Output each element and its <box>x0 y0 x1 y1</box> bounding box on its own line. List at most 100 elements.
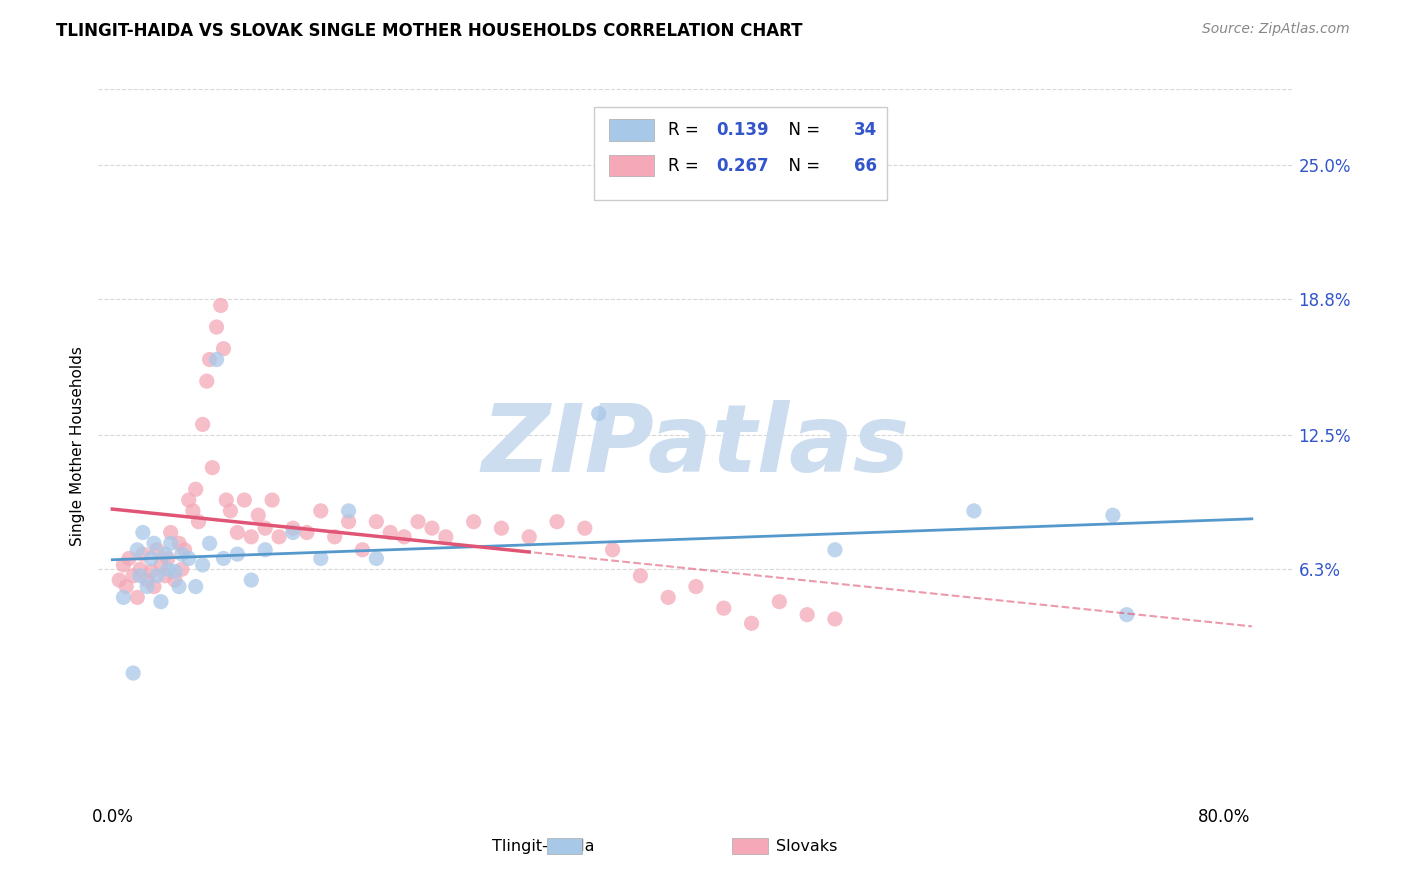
Point <box>295 525 318 540</box>
Point <box>212 551 235 566</box>
Point <box>132 547 155 561</box>
Point <box>122 666 145 681</box>
Point <box>824 542 846 557</box>
Point <box>233 493 256 508</box>
Point <box>129 568 152 582</box>
Point <box>177 551 200 566</box>
Point <box>136 573 159 587</box>
Point <box>146 542 169 557</box>
Point <box>129 562 152 576</box>
Point <box>215 493 238 508</box>
Text: Source: ZipAtlas.com: Source: ZipAtlas.com <box>1202 22 1350 37</box>
Bar <box>733 838 768 855</box>
Point <box>685 580 707 594</box>
Point <box>517 530 540 544</box>
Point <box>205 320 228 334</box>
Point <box>108 573 131 587</box>
Point <box>240 530 263 544</box>
Point <box>127 542 149 557</box>
Point <box>156 562 179 576</box>
Point <box>198 536 221 550</box>
Point <box>153 568 176 582</box>
Point <box>159 525 181 540</box>
Point <box>127 591 149 605</box>
Point <box>824 612 846 626</box>
Point <box>141 565 163 579</box>
Point <box>588 407 610 421</box>
Point <box>366 515 388 529</box>
Text: 34: 34 <box>853 121 877 139</box>
Point <box>406 515 429 529</box>
Text: ZIPatlas: ZIPatlas <box>482 400 910 492</box>
Point <box>352 542 374 557</box>
Point <box>170 562 193 576</box>
Bar <box>609 120 654 141</box>
Point <box>149 558 172 572</box>
Text: R =: R = <box>668 157 704 175</box>
Point <box>122 568 145 582</box>
Point <box>149 595 172 609</box>
Point <box>163 573 186 587</box>
Point <box>309 504 332 518</box>
Point <box>156 551 179 566</box>
Point <box>574 521 596 535</box>
Point <box>132 525 155 540</box>
Point <box>741 616 763 631</box>
Point <box>191 417 214 432</box>
Text: N =: N = <box>779 121 825 139</box>
Text: 0.139: 0.139 <box>716 121 769 139</box>
Point <box>153 547 176 561</box>
Point <box>657 591 679 605</box>
Point <box>141 551 163 566</box>
Point <box>254 521 277 535</box>
Text: TLINGIT-HAIDA VS SLOVAK SINGLE MOTHER HOUSEHOLDS CORRELATION CHART: TLINGIT-HAIDA VS SLOVAK SINGLE MOTHER HO… <box>56 22 803 40</box>
Point <box>143 580 166 594</box>
Point <box>491 521 513 535</box>
Point <box>392 530 415 544</box>
Text: 0.267: 0.267 <box>716 157 769 175</box>
Point <box>366 551 388 566</box>
Point <box>434 530 457 544</box>
Point <box>309 551 332 566</box>
Point <box>602 542 624 557</box>
Text: Slovaks: Slovaks <box>776 838 838 854</box>
Text: Tlingit-Haida: Tlingit-Haida <box>492 838 595 854</box>
Point <box>209 298 232 312</box>
Point <box>146 568 169 582</box>
Y-axis label: Single Mother Households: Single Mother Households <box>69 346 84 546</box>
Point <box>205 352 228 367</box>
Point <box>195 374 218 388</box>
Point <box>281 525 304 540</box>
Point <box>187 515 209 529</box>
Point <box>198 352 221 367</box>
Point <box>546 515 568 529</box>
Point <box>963 504 986 518</box>
Point <box>1115 607 1137 622</box>
Point <box>184 482 207 496</box>
Bar <box>609 155 654 177</box>
Point <box>159 536 181 550</box>
Point <box>420 521 443 535</box>
Point <box>115 580 138 594</box>
Bar <box>547 838 582 855</box>
Point <box>219 504 242 518</box>
Point <box>267 530 290 544</box>
Point <box>191 558 214 572</box>
Point <box>184 580 207 594</box>
Point <box>226 525 249 540</box>
Point <box>181 504 204 518</box>
Point <box>380 525 402 540</box>
Point <box>1102 508 1125 523</box>
Text: 66: 66 <box>853 157 877 175</box>
Point <box>173 542 195 557</box>
FancyBboxPatch shape <box>595 107 887 200</box>
Text: N =: N = <box>779 157 825 175</box>
Point <box>628 568 651 582</box>
Text: R =: R = <box>668 121 704 139</box>
Point <box>713 601 735 615</box>
Point <box>167 536 190 550</box>
Point <box>201 460 224 475</box>
Point <box>163 565 186 579</box>
Point <box>337 504 360 518</box>
Point <box>170 547 193 561</box>
